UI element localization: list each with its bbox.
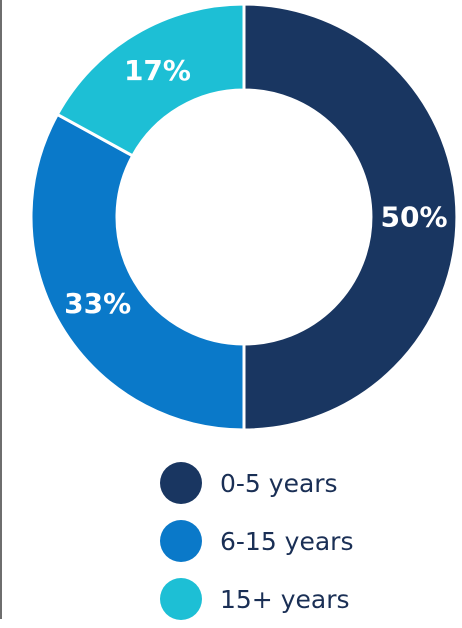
legend-label-0-5-years: 0-5 years — [220, 468, 338, 498]
donut-chart: 50% 33% 17% — [29, 2, 459, 432]
legend-item-15-plus-years: 15+ years — [160, 570, 353, 628]
left-divider-line — [0, 0, 2, 619]
legend-swatch-0-5-years — [160, 462, 202, 504]
legend-swatch-15-plus-years — [160, 578, 202, 620]
slice-label-15-plus-years: 17% — [124, 54, 191, 87]
donut-slice-6-15-years — [29, 112, 246, 432]
legend-label-15-plus-years: 15+ years — [220, 584, 350, 614]
legend-swatch-6-15-years — [160, 520, 202, 562]
legend: 0-5 years 6-15 years 15+ years — [160, 454, 353, 628]
donut-slice-15-plus-years — [55, 2, 246, 158]
legend-label-6-15-years: 6-15 years — [220, 526, 354, 556]
slice-label-6-15-years: 33% — [64, 287, 131, 320]
slice-label-0-5-years: 50% — [380, 201, 447, 234]
donut-slice-0-5-years — [242, 2, 459, 432]
legend-item-6-15-years: 6-15 years — [160, 512, 353, 570]
legend-item-0-5-years: 0-5 years — [160, 454, 353, 512]
